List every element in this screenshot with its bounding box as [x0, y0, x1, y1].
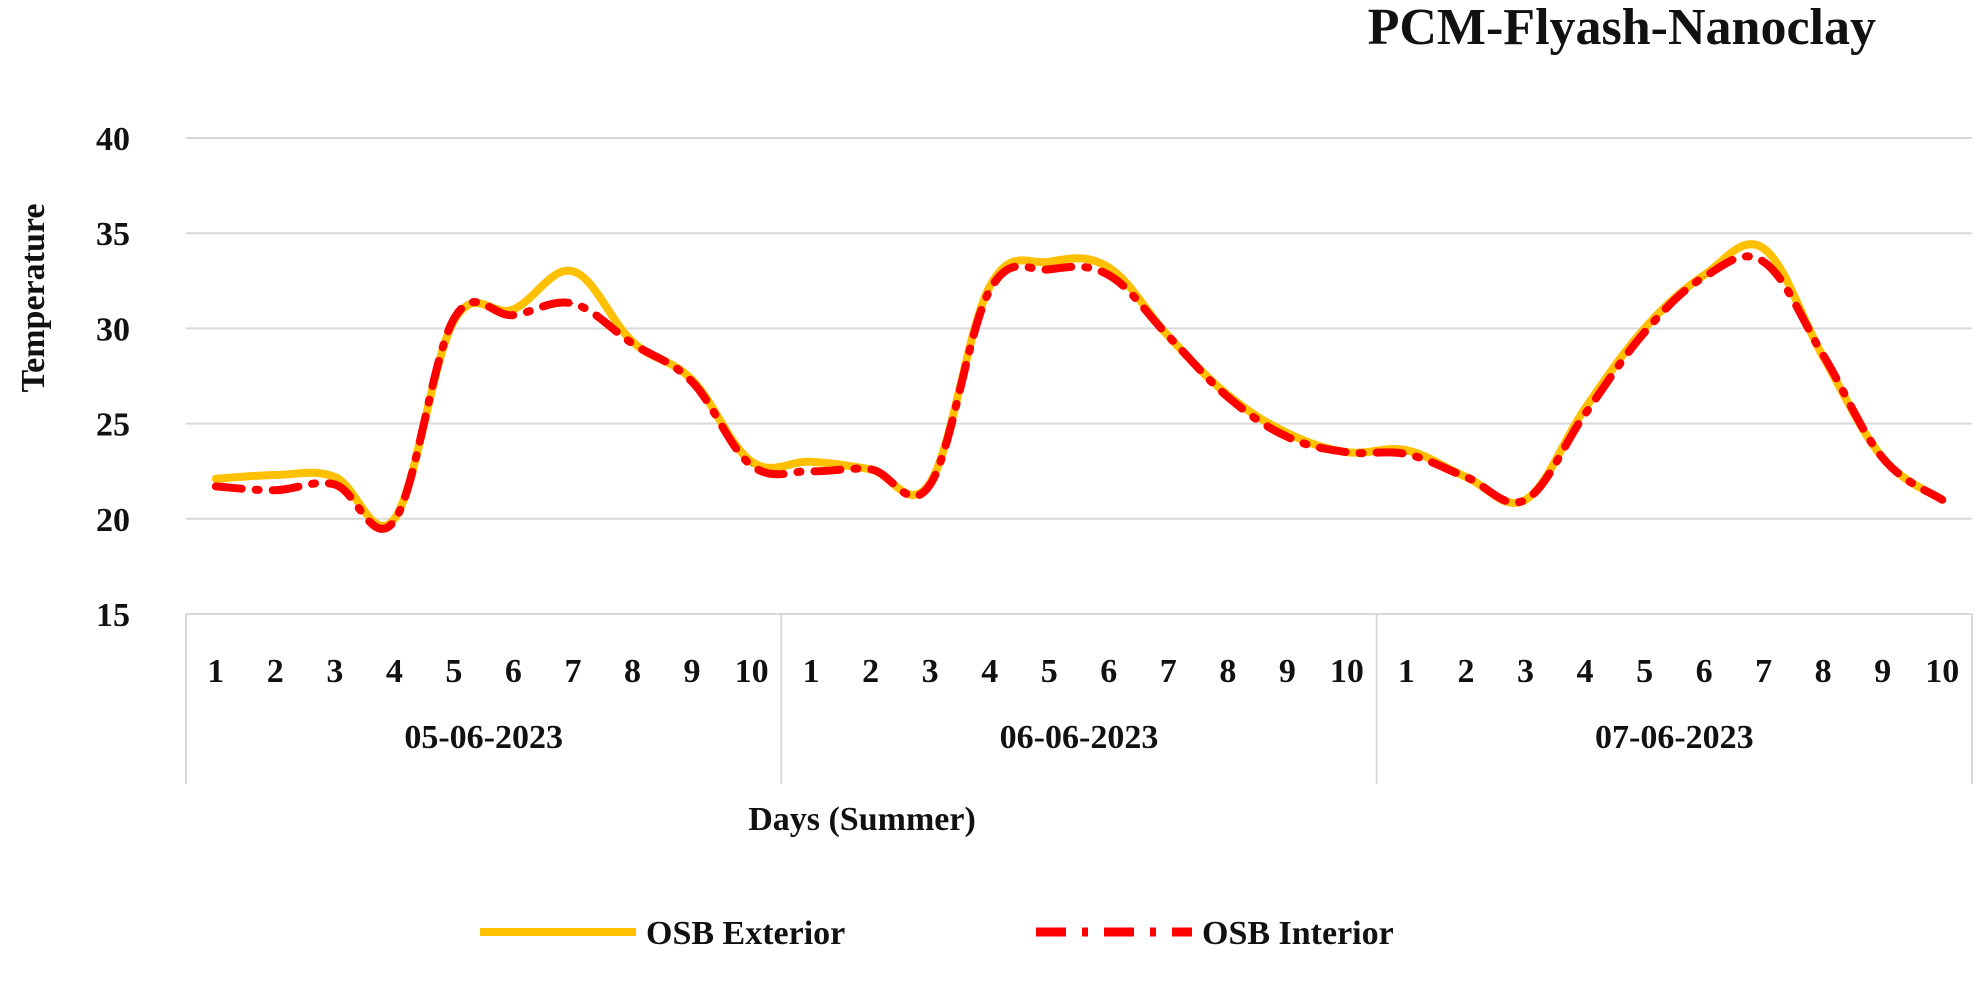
data-point-osb-exterior	[1048, 261, 1050, 263]
data-point-osb-exterior	[1405, 449, 1408, 451]
x-tick-label: 5	[1636, 653, 1653, 690]
data-point-osb-interior	[1108, 274, 1110, 276]
x-tick-label: 8	[1219, 653, 1236, 690]
data-point-osb-interior	[512, 314, 515, 316]
data-point-osb-interior	[1465, 476, 1467, 478]
x-tick-label: 3	[1517, 653, 1534, 690]
data-point-osb-interior	[453, 318, 455, 320]
x-tick-label: 1	[1398, 653, 1415, 690]
data-point-osb-interior	[870, 468, 872, 470]
data-point-osb-interior	[750, 464, 753, 467]
x-tick-label: 10	[735, 653, 769, 690]
data-point-osb-interior	[691, 381, 693, 383]
x-tick-label: 10	[1925, 653, 1959, 690]
data-point-osb-interior	[1584, 413, 1586, 415]
y-tick-label: 30	[96, 311, 130, 348]
data-point-osb-exterior	[393, 518, 395, 520]
x-tick-label: 2	[1457, 653, 1474, 690]
data-point-osb-interior	[1048, 268, 1050, 270]
x-tick-label: 5	[445, 653, 462, 690]
data-point-osb-exterior	[512, 308, 515, 310]
data-point-osb-exterior	[989, 285, 991, 288]
x-tick-label: 9	[684, 653, 701, 690]
x-tick-label: 7	[1160, 653, 1177, 690]
data-point-osb-interior	[572, 303, 574, 305]
legend-label-osb-interior: OSB Interior	[1202, 915, 1394, 952]
x-tick-label: 9	[1279, 653, 1296, 690]
series-line-osb-exterior	[211, 240, 1947, 530]
data-point-osb-interior	[274, 489, 276, 491]
data-point-osb-interior	[1524, 499, 1527, 501]
legend: OSB Exterior OSB Interior	[480, 915, 1394, 952]
y-tick-label: 35	[96, 216, 130, 253]
series-layer	[211, 240, 1947, 533]
data-point-osb-interior	[215, 485, 217, 488]
data-point-osb-exterior	[334, 476, 336, 478]
x-tick-label: 6	[1100, 653, 1117, 690]
y-tick-label: 40	[96, 121, 130, 158]
x-tick-label: 2	[267, 653, 284, 690]
data-point-osb-interior	[393, 520, 395, 522]
x-tick-label: 7	[1755, 653, 1772, 690]
data-point-osb-interior	[989, 289, 991, 291]
x-tick-label: 4	[1577, 653, 1594, 690]
y-tick-labels: 15 20 25 30 35 40	[96, 121, 130, 634]
x-group-label: 07-06-2023	[1595, 719, 1754, 756]
chart-title: PCM-Flyash-Nanoclay	[1368, 0, 1876, 56]
x-tick-label: 3	[922, 653, 939, 690]
y-tick-label: 20	[96, 502, 130, 539]
data-point-osb-exterior	[572, 270, 574, 272]
data-point-osb-interior	[1882, 457, 1884, 459]
data-point-osb-interior	[1703, 276, 1705, 278]
x-tick-label: 9	[1874, 653, 1891, 690]
data-point-osb-interior	[1643, 331, 1646, 333]
x-group-label: 05-06-2023	[404, 719, 563, 756]
x-tick-label: 10	[1330, 653, 1364, 690]
legend-label-osb-exterior: OSB Exterior	[646, 915, 845, 952]
data-point-osb-exterior	[1108, 266, 1110, 269]
y-axis-label: Temperature	[15, 204, 52, 393]
data-point-osb-exterior	[1763, 247, 1765, 250]
x-tick-label: 4	[981, 653, 998, 690]
data-point-osb-interior	[1346, 451, 1348, 453]
data-point-osb-interior	[1822, 354, 1824, 356]
y-tick-label: 25	[96, 407, 130, 444]
x-tick-label: 3	[326, 653, 343, 690]
data-point-osb-exterior	[810, 461, 812, 463]
x-axis-label: Days (Summer)	[748, 801, 976, 838]
series-line-osb-interior	[211, 252, 1947, 533]
data-point-osb-interior	[334, 483, 336, 486]
data-point-osb-interior	[631, 343, 634, 345]
data-point-osb-interior	[1763, 261, 1765, 263]
data-point-osb-interior	[1227, 396, 1229, 398]
data-point-osb-interior	[1941, 499, 1943, 501]
grid-lines	[186, 137, 1972, 520]
x-tick-label: 8	[1815, 653, 1832, 690]
x-group-label: 06-06-2023	[1000, 719, 1159, 756]
legend-item-osb-interior: OSB Interior	[1036, 915, 1394, 952]
x-axis: 1 2 3 4 5 6 7 8 9 10 05-06-2023 1 2 3 4 5 6 7 8 9 10 06-06-20…	[185, 613, 1973, 784]
x-tick-label: 4	[386, 653, 403, 690]
x-tick-label: 8	[624, 653, 641, 690]
x-tick-label: 5	[1041, 653, 1058, 690]
x-tick-label: 6	[505, 653, 522, 690]
x-tick-label: 1	[207, 653, 224, 690]
data-point-osb-exterior	[1703, 274, 1705, 276]
x-tick-label: 1	[803, 653, 820, 690]
x-tick-label: 7	[564, 653, 581, 690]
data-point-osb-interior	[1286, 436, 1288, 438]
data-point-osb-interior	[810, 470, 812, 472]
data-point-osb-interior	[1405, 453, 1408, 455]
y-tick-label: 15	[96, 597, 130, 634]
data-point-osb-exterior	[274, 474, 276, 476]
legend-item-osb-exterior: OSB Exterior	[480, 915, 845, 952]
x-tick-label: 6	[1696, 653, 1713, 690]
data-point-osb-interior	[1167, 335, 1169, 337]
x-tick-label: 2	[862, 653, 879, 690]
data-point-osb-interior	[929, 483, 931, 486]
data-point-osb-exterior	[215, 478, 217, 480]
